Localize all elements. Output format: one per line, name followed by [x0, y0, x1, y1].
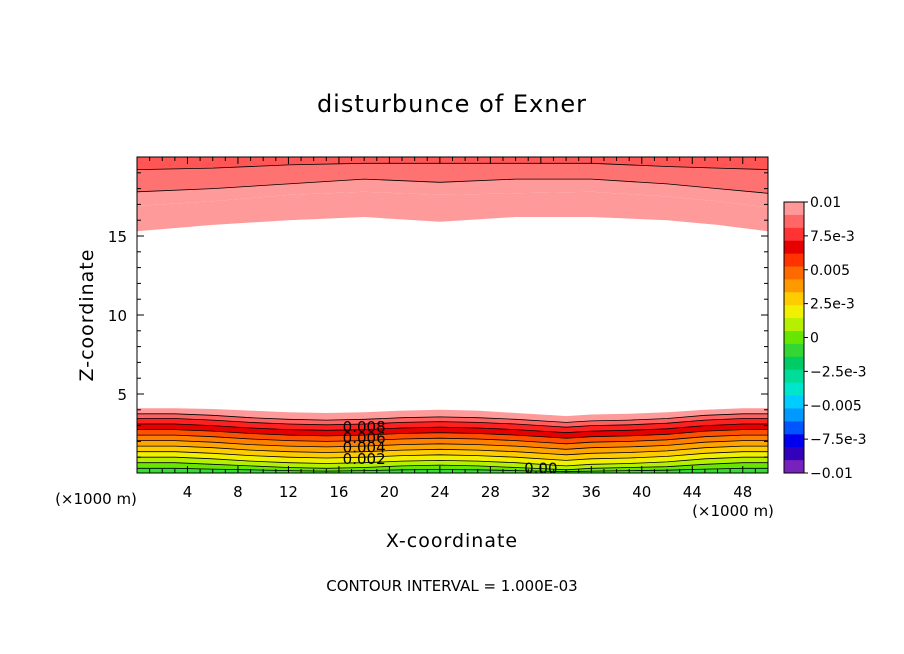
colorbar-swatch	[784, 460, 804, 474]
colorbar-swatch	[784, 292, 804, 306]
colorbar-swatch	[784, 434, 804, 448]
colorbar-labels: 0.01 7.5e-3 0.005 2.5e-3 0 −2.5e-3 −0.005 −7.5e…	[804, 195, 867, 482]
x-tick-label: 12	[279, 483, 298, 501]
x-tick-label: 16	[329, 483, 348, 501]
colorbar-swatch	[784, 305, 804, 319]
x-unit-label-right: (×1000 m)	[692, 502, 774, 520]
colorbar-swatch	[784, 382, 804, 396]
contour-line	[137, 445, 768, 456]
colorbar-label: −7.5e-3	[810, 432, 867, 448]
x-tick-label: 36	[582, 483, 601, 501]
contour-line	[136, 178, 769, 194]
bottom-band	[137, 429, 768, 444]
x-tick-label: 24	[430, 483, 449, 501]
bottom-band	[137, 424, 768, 439]
contour-line	[137, 456, 768, 467]
colorbar-swatch	[784, 266, 804, 280]
bottom-band	[137, 457, 768, 470]
bottom-band	[137, 408, 768, 423]
y-axis-label: Z-coordinate	[76, 249, 98, 382]
contour-label: 0.004	[343, 439, 386, 457]
colorbar-swatch	[784, 318, 804, 332]
y-tick-label: 10	[108, 307, 127, 325]
colorbar-swatch	[784, 395, 804, 409]
colorbar-label: −0.005	[810, 398, 862, 414]
colorbar-swatch	[784, 240, 804, 255]
y-tick-label: 5	[117, 386, 127, 404]
contour-line	[137, 462, 768, 471]
colorbar-swatch	[784, 356, 804, 371]
x-axis-label: X-coordinate	[386, 530, 518, 552]
bottom-band	[137, 446, 768, 461]
contour-line	[136, 162, 769, 170]
colorbar-label: 0	[810, 331, 819, 347]
colorbar-swatch	[784, 279, 804, 293]
x-tick-label: 48	[733, 483, 752, 501]
x-unit-label-left: (×1000 m)	[55, 490, 137, 508]
contour-label: 0.008	[343, 418, 386, 436]
top-band	[137, 179, 768, 208]
x-tick-label: 28	[481, 483, 500, 501]
y-tick-labels: 5 10 15	[108, 228, 127, 404]
contour-label: 0.002	[343, 450, 386, 468]
colorbar-label: 7.5e-3	[810, 229, 855, 245]
x-tick-label: 32	[531, 483, 550, 501]
x-tick-labels: 4 8 12 16 20 24 28 32 36 40 44 48	[183, 483, 753, 501]
bottom-band	[137, 418, 768, 433]
contour-line	[137, 418, 768, 428]
colorbar-label: −2.5e-3	[810, 364, 867, 380]
top-contour-bands	[137, 157, 768, 232]
colorbar-swatch	[784, 369, 804, 384]
colorbar-swatch	[784, 408, 804, 422]
bottom-band	[137, 435, 768, 450]
contour-line	[137, 440, 768, 450]
y-tick-label: 15	[108, 228, 127, 246]
bottom-band	[137, 451, 768, 466]
colorbar-swatch	[784, 253, 804, 267]
colorbar-swatch	[784, 421, 804, 435]
contour-label: 0.006	[343, 429, 386, 447]
contour-line	[137, 429, 768, 439]
colorbar-swatch	[784, 214, 804, 229]
colorbar-swatch	[784, 331, 804, 345]
contour-line	[137, 451, 768, 461]
x-tick-label: 44	[683, 483, 702, 501]
bottom-band	[137, 462, 768, 472]
contour-line	[137, 413, 768, 423]
bottom-band	[137, 440, 768, 455]
colorbar-label: 0.005	[810, 263, 850, 279]
chart-title: disturbunce of Exner	[317, 90, 587, 118]
contour-line	[137, 423, 768, 434]
colorbar-swatches	[784, 202, 804, 474]
colorbar-swatch	[784, 227, 804, 242]
x-tick-label: 20	[380, 483, 399, 501]
x-tick-label: 40	[632, 483, 651, 501]
colorbar: 0.01 7.5e-3 0.005 2.5e-3 0 −2.5e-3 −0.005 −7.5e…	[783, 195, 867, 482]
colorbar-label: 2.5e-3	[810, 297, 855, 313]
colorbar-swatch	[784, 202, 804, 216]
colorbar-swatch	[784, 343, 804, 358]
contour-line	[137, 434, 768, 445]
axis-ticks	[137, 157, 768, 473]
top-band	[137, 191, 768, 232]
top-band	[137, 163, 768, 194]
x-tick-label: 8	[233, 483, 243, 501]
x-tick-label: 4	[183, 483, 193, 501]
contour-interval-label: CONTOUR INTERVAL = 1.000E-03	[326, 577, 577, 595]
colorbar-swatch	[784, 447, 804, 461]
colorbar-label: −0.01	[810, 466, 853, 482]
colorbar-label: 0.01	[810, 195, 841, 211]
